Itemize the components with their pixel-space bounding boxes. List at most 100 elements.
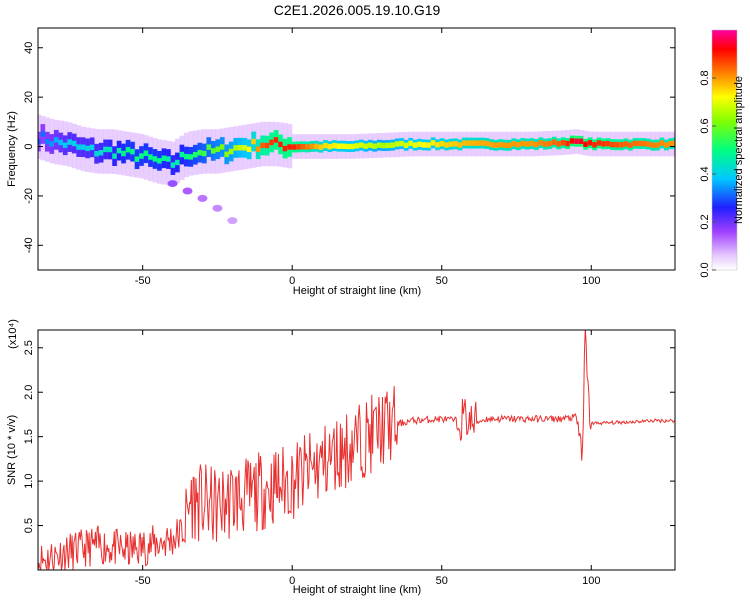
spectrogram-cell — [381, 142, 387, 149]
spectrogram-cell — [493, 142, 499, 148]
snr-ytick-label: 2.5 — [23, 340, 35, 355]
spectrogram-branch-cell — [227, 217, 238, 225]
spectrogram-frame — [37, 27, 676, 271]
spectrogram-cell — [215, 146, 221, 152]
spectrogram-cell — [412, 142, 418, 148]
spectrogram-cell — [587, 140, 593, 146]
spectrogram-cell — [332, 142, 338, 149]
spectrogram-branch-cell — [212, 204, 223, 212]
spectrogram-cell — [426, 142, 432, 148]
spectrogram-cell — [341, 143, 347, 149]
spectrogram-cell — [659, 140, 665, 146]
colorbar-tick-label: 0.6 — [699, 118, 711, 133]
spectrogram-cell — [273, 137, 279, 143]
spectrogram-cell — [605, 140, 611, 147]
spectrogram-cell — [152, 156, 158, 162]
colorbar-tick-label: 0.8 — [699, 70, 711, 85]
snr-ytick-label: 1.5 — [23, 429, 35, 444]
spectrogram-cell — [560, 140, 566, 146]
spectrogram-cell — [484, 140, 490, 147]
spectrogram-cell — [592, 142, 598, 148]
snr-xtick-label: 0 — [289, 575, 295, 587]
spectrogram-cell — [439, 141, 445, 147]
spectrogram-cell — [134, 156, 140, 162]
spectrogram-cell — [264, 142, 270, 149]
spectrogram-cell — [282, 145, 288, 152]
spectrogram-cell — [89, 144, 95, 151]
spectrogram-cell — [542, 141, 548, 147]
spectrogram-cell — [547, 140, 553, 147]
figure-title: C2E1.2026.005.19.10.G19 — [274, 2, 441, 18]
spectrogram-cell — [80, 144, 86, 150]
spectrogram-cell — [475, 140, 481, 146]
spectrogram-cell — [233, 145, 239, 151]
spectrogram-cell — [551, 139, 557, 145]
spectrogram-cell — [219, 144, 225, 150]
spectrogram-cell — [210, 148, 216, 154]
spectrogram-cell — [246, 146, 252, 153]
spectrogram-cell — [569, 138, 575, 144]
spectrogram-cell — [641, 140, 647, 147]
spectrogram-ytick-label: 20 — [23, 91, 35, 103]
spectrogram-cell — [103, 146, 109, 153]
spectrogram-cell — [610, 141, 616, 148]
spectrogram-cell — [498, 141, 504, 148]
spectrogram-cell — [399, 140, 405, 147]
spectrogram-cell — [58, 139, 64, 146]
spectrogram-cell — [637, 140, 643, 147]
spectrogram-cell — [296, 144, 302, 150]
snr-xtick-label: -50 — [135, 575, 151, 587]
spectrogram-cell — [323, 142, 329, 149]
spectrogram-cell — [242, 145, 248, 151]
spectrogram-cell — [354, 143, 360, 149]
spectrogram-heatmap — [38, 114, 675, 225]
colorbar-tick-label: 0.0 — [699, 262, 711, 277]
spectrogram-cell — [143, 150, 149, 156]
spectrogram-cell — [632, 140, 638, 147]
spectrogram-cell — [628, 142, 634, 148]
colorbar: 0.0 0.2 0.4 0.6 0.8 Normalized spectral ampl… — [699, 29, 745, 278]
spectrogram-cell — [664, 142, 670, 148]
spectrogram-cell — [107, 146, 113, 153]
spectrogram-cell — [596, 140, 602, 146]
spectrogram-cell — [619, 142, 625, 148]
spectrogram-cell — [179, 151, 185, 158]
spectrogram-cell — [62, 142, 68, 148]
spectrogram-cell — [655, 142, 661, 148]
spectrogram-cell — [201, 150, 207, 157]
spectrogram-cell — [394, 141, 400, 147]
spectrogram-cell — [85, 145, 91, 152]
spectrogram-cell — [305, 144, 311, 150]
spectrogram-cell — [403, 142, 409, 148]
spectrogram-cell — [193, 151, 199, 158]
spectrogram-cell — [390, 142, 396, 148]
snr-panel: -50 0 50 100 0.5 1.0 1.5 2.0 2.5 Height of strai… — [6, 319, 676, 596]
spectrogram-cell — [300, 144, 306, 150]
spectrogram-panel: -50 0 50 100 -40 -20 0 20 40 Height of straight … — [6, 27, 676, 297]
spectrogram-cell — [453, 141, 459, 147]
spectrogram-cell — [385, 142, 391, 149]
spectrogram-xlabel: Height of straight line (km) — [293, 285, 421, 297]
spectrogram-cell — [623, 141, 629, 147]
spectrogram-cell — [533, 141, 539, 148]
spectrogram-cell — [206, 144, 212, 150]
colorbar-frame — [711, 29, 738, 271]
spectrogram-cell — [489, 141, 495, 148]
snr-ytick-label: 0.5 — [23, 518, 35, 533]
spectrogram-cell — [556, 141, 562, 147]
spectrogram-cell — [462, 140, 468, 146]
spectrogram-cell — [457, 142, 463, 148]
spectrogram-cell — [38, 138, 41, 145]
spectrogram-cell — [578, 138, 584, 145]
spectrogram-cell — [112, 153, 118, 159]
snr-scale-note: (x10⁴) — [7, 319, 19, 349]
spectrogram-cell — [188, 154, 194, 160]
spectrogram-cell — [224, 151, 230, 158]
spectrogram-cell — [565, 140, 571, 147]
spectrogram-cell — [94, 151, 100, 157]
colorbar-label: Normalized spectral amplitude — [733, 76, 745, 224]
spectrogram-ytick-label: 40 — [23, 42, 35, 54]
spectrogram-cell — [507, 142, 513, 149]
spectrogram-cell — [121, 150, 127, 157]
spectrogram-cell — [53, 137, 59, 143]
